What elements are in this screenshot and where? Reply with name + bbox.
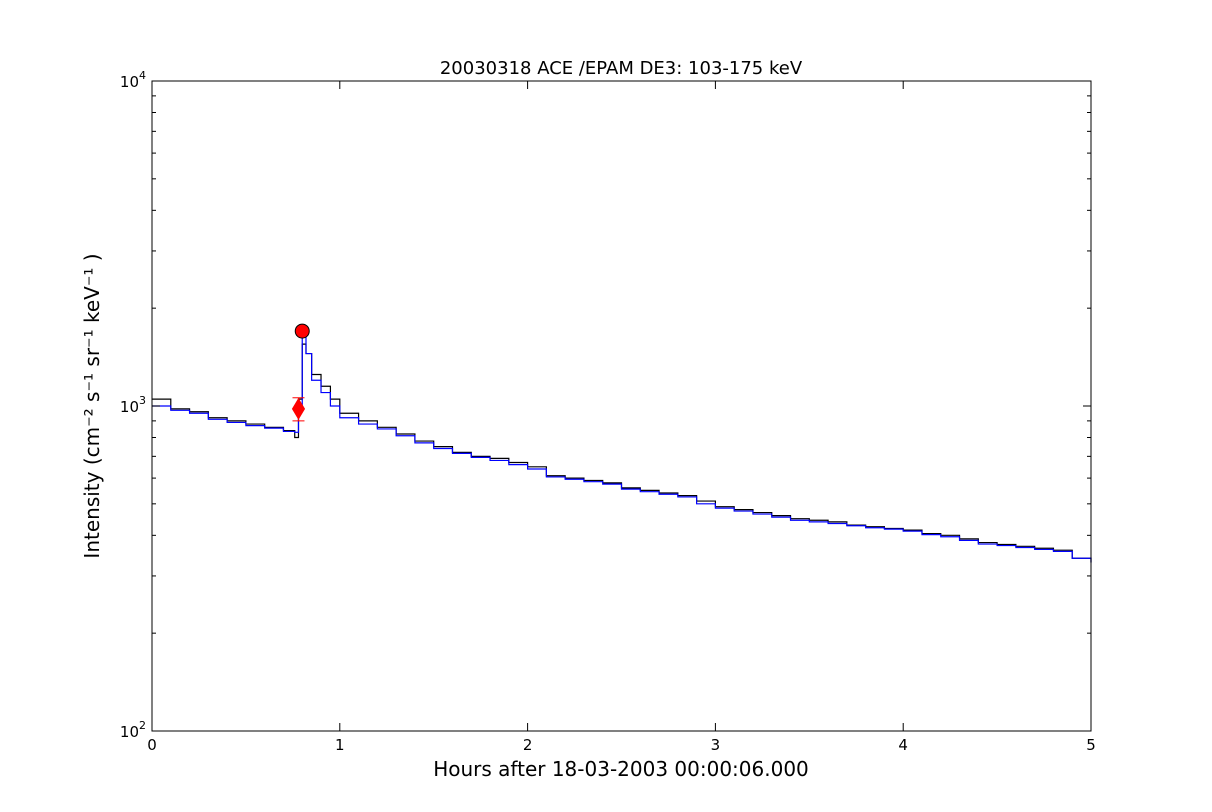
series-group: [152, 334, 1092, 563]
y-tick-label: 104: [120, 69, 146, 91]
y-tick-label: 102: [120, 719, 146, 741]
x-tick-label: 3: [711, 736, 721, 754]
series-line-0: [152, 343, 1092, 563]
x-ticks: 0 1 2 3 4 5: [147, 81, 1096, 754]
x-tick-label: 4: [898, 736, 908, 754]
chart-title: 20030318 ACE /EPAM DE3: 103-175 keV: [440, 58, 803, 79]
x-axis-label: Hours after 18-03-2003 00:00:06.000: [433, 757, 809, 781]
y-ticks: 102 103 104: [120, 69, 1091, 741]
y-tick-label: 103: [120, 394, 146, 416]
x-tick-label: 0: [147, 736, 157, 754]
axes-frame: [151, 80, 1092, 732]
markers-group: [291, 323, 310, 422]
x-tick-label: 5: [1086, 736, 1096, 754]
x-tick-label: 1: [335, 736, 345, 754]
x-tick-label: 2: [523, 736, 533, 754]
series-line-1: [152, 334, 1092, 563]
y-axis-label: Intensity (cm⁻² s⁻¹ sr⁻¹ keV⁻¹ ): [80, 253, 104, 558]
peak-marker: [294, 323, 310, 339]
onset-marker: [291, 397, 306, 420]
plot-area: [151, 80, 1092, 732]
